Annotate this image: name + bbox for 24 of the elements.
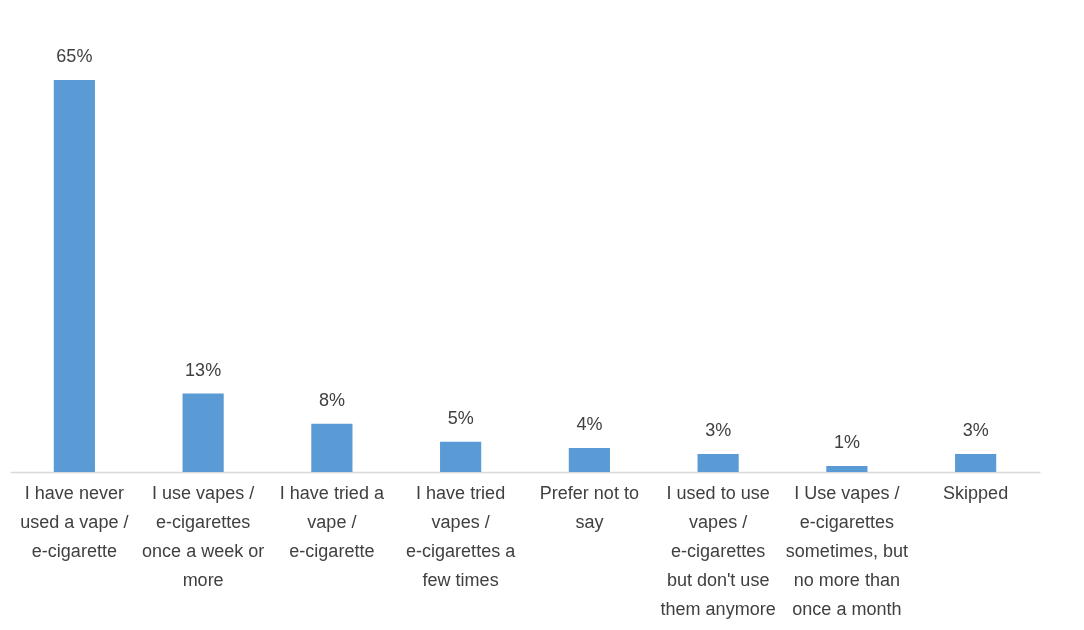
bar <box>955 453 997 472</box>
x-tick-label: I have never used a vape / e-cigarette <box>20 482 129 561</box>
x-tick-label: I use vapes / e-cigarettes once a week or more <box>142 482 265 590</box>
x-tick-label: I have tried a vape / e-cigarette <box>279 482 385 561</box>
data-label: 3% <box>962 419 989 440</box>
data-label: 13% <box>185 359 222 380</box>
x-tick-label: I have tried vapes / e-cigarettes a few times <box>406 482 517 590</box>
x-tick-label: I used to use vapes / e-cigarettes but don't use them anymore <box>660 482 776 619</box>
x-tick-label: Skipped <box>943 482 1009 503</box>
bar <box>311 423 353 472</box>
bar <box>697 453 739 472</box>
bar <box>53 80 95 472</box>
bar <box>440 441 482 472</box>
bar <box>182 393 224 472</box>
data-label: 3% <box>705 419 732 440</box>
x-tick-label: Prefer not to say <box>539 482 639 532</box>
data-label: 65% <box>56 46 93 66</box>
bar <box>826 465 868 472</box>
data-label: 5% <box>447 407 474 428</box>
bar <box>568 447 610 472</box>
data-label: 4% <box>576 413 603 434</box>
x-tick-label: I Use vapes / e-cigarettes sometimes, but no more than once a month <box>785 482 908 619</box>
data-label: 1% <box>833 431 860 452</box>
data-label: 8% <box>318 389 345 410</box>
